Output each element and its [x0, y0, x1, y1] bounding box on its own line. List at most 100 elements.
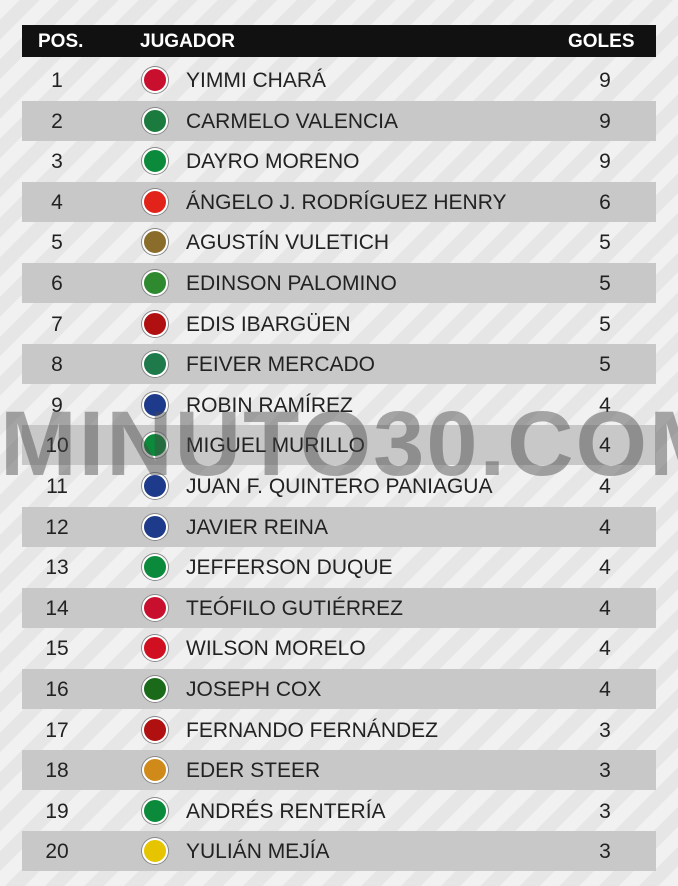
position: 1: [51, 69, 63, 92]
team-logo: [142, 635, 168, 662]
table-row: 11 JUAN F. QUINTERO PANIAGUA 4: [22, 466, 656, 506]
position: 9: [51, 393, 63, 417]
table-row: 15 WILSON MORELO 4: [22, 628, 656, 668]
position: 18: [45, 759, 69, 783]
goals: 3: [599, 759, 611, 783]
goals: 3: [599, 799, 611, 823]
table-row: 9 ROBIN RAMÍREZ 4: [22, 385, 656, 425]
position: 5: [51, 231, 63, 255]
team-logo: [142, 148, 168, 175]
team-logo: [142, 757, 168, 784]
table-row: 7 EDIS IBARGÜEN 5: [22, 304, 656, 344]
position: 13: [45, 556, 69, 580]
team-logo: [142, 676, 168, 702]
table-row: 19 ANDRÉS RENTERÍA 3: [22, 791, 656, 831]
team-logo: [142, 554, 168, 581]
goals: 4: [599, 434, 611, 458]
player-name: FEIVER MERCADO: [186, 353, 376, 377]
team-logo: [142, 716, 168, 743]
position: 14: [45, 596, 69, 620]
goals: 9: [599, 69, 611, 92]
team-logo: [142, 67, 168, 93]
position: 7: [51, 312, 63, 336]
team-logo: [142, 107, 168, 134]
header-player: JUGADOR: [140, 31, 236, 52]
player-name: CARMELO VALENCIA: [186, 109, 398, 133]
position: 17: [45, 718, 69, 742]
team-logo: [142, 270, 168, 296]
header-pos: POS.: [38, 31, 84, 52]
position: 16: [45, 678, 69, 701]
table-row: 17 FERNANDO FERNÁNDEZ 3: [22, 710, 656, 750]
table-row: 18 EDER STEER 3: [22, 750, 656, 791]
player-name: YIMMI CHARÁ: [186, 69, 327, 92]
player-name: MIGUEL MURILLO: [186, 434, 365, 458]
team-logo: [142, 513, 168, 540]
team-logo: [142, 594, 168, 621]
goals: 9: [599, 109, 611, 133]
team-logo: [142, 838, 168, 865]
position: 19: [45, 799, 69, 823]
goals: 6: [599, 190, 611, 214]
player-name: EDINSON PALOMINO: [186, 272, 397, 295]
position: 20: [45, 840, 69, 864]
player-name: AGUSTÍN VULETICH: [186, 231, 390, 255]
goals: 4: [599, 596, 611, 620]
goals: 5: [599, 312, 611, 336]
player-name: JOSEPH COX: [186, 678, 322, 701]
player-name: JEFFERSON DUQUE: [186, 556, 393, 580]
player-name: DAYRO MORENO: [186, 150, 360, 174]
goals: 5: [599, 353, 611, 377]
table-row: 8 FEIVER MERCADO 5: [22, 344, 656, 385]
team-logo: [142, 229, 168, 256]
player-name: JUAN F. QUINTERO PANIAGUA: [186, 475, 493, 498]
table-row: 12 JAVIER REINA 4: [22, 506, 656, 547]
table-row: 4 ÁNGELO J. RODRÍGUEZ HENRY 6: [22, 181, 656, 222]
position: 3: [51, 150, 63, 174]
goals: 4: [599, 393, 611, 417]
team-logo: [142, 797, 168, 824]
goals: 3: [599, 718, 611, 742]
goals: 9: [599, 150, 611, 174]
player-name: ROBIN RAMÍREZ: [186, 393, 353, 417]
goals: 4: [599, 556, 611, 580]
team-logo: [142, 391, 168, 418]
table-row: 16 JOSEPH COX 4: [22, 669, 656, 709]
goals: 4: [599, 475, 611, 498]
position: 11: [46, 475, 68, 498]
player-name: ANDRÉS RENTERÍA: [186, 799, 386, 823]
player-name: ÁNGELO J. RODRÍGUEZ HENRY: [186, 190, 507, 214]
table-row: 5 AGUSTÍN VULETICH 5: [22, 222, 656, 262]
position: 4: [51, 190, 63, 214]
table-row: 14 TEÓFILO GUTIÉRREZ 4: [22, 587, 656, 628]
player-name: EDIS IBARGÜEN: [186, 312, 351, 336]
player-name: YULIÁN MEJÍA: [186, 840, 330, 864]
table-header: POS. JUGADOR GOLES: [22, 25, 656, 57]
table-row: 6 EDINSON PALOMINO 5: [22, 263, 656, 303]
team-logo: [142, 188, 168, 215]
player-name: TEÓFILO GUTIÉRREZ: [186, 596, 404, 620]
goals: 3: [599, 840, 611, 864]
goals: 4: [599, 637, 611, 661]
table-row: 13 JEFFERSON DUQUE 4: [22, 547, 656, 587]
player-name: JAVIER REINA: [186, 515, 328, 539]
position: 2: [51, 109, 63, 133]
goals: 5: [599, 272, 611, 295]
player-name: FERNANDO FERNÁNDEZ: [186, 718, 439, 742]
table-row: 10 MIGUEL MURILLO 4: [22, 425, 656, 466]
table-row: 2 CARMELO VALENCIA 9: [22, 100, 656, 141]
position: 15: [45, 637, 69, 661]
player-name: WILSON MORELO: [186, 637, 366, 661]
goals: 4: [599, 678, 611, 701]
table-row: 3 DAYRO MORENO 9: [22, 141, 656, 181]
position: 6: [51, 272, 63, 295]
goals: 4: [599, 515, 611, 539]
player-name: EDER STEER: [186, 759, 321, 783]
team-logo: [142, 432, 168, 459]
table-row: 1 YIMMI CHARÁ 9: [22, 60, 656, 100]
team-logo: [142, 473, 168, 499]
header-goals: GOLES: [568, 31, 635, 52]
goals: 5: [599, 231, 611, 255]
team-logo: [142, 310, 168, 337]
